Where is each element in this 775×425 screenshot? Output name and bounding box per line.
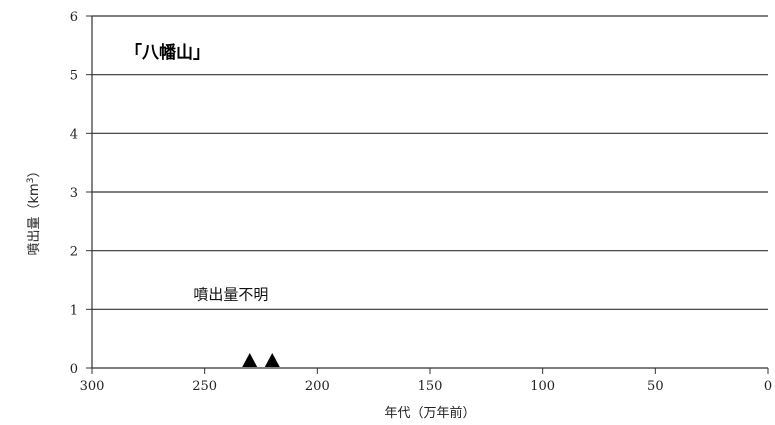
y-tick-label-3: 3	[70, 186, 78, 201]
grid-lines	[92, 15, 768, 310]
y-axis-title: 噴出量（km3）	[26, 165, 42, 256]
tick-labels: 0 1 2 3 4 5 6 300 250 200 150 100 50 0	[70, 10, 772, 394]
x-tick-label-200: 200	[305, 379, 330, 394]
annotation-unknown-volume: 噴出量不明	[193, 286, 268, 304]
y-tick-label-0: 0	[70, 362, 78, 377]
y-tick-label-5: 5	[70, 69, 78, 84]
x-tick-label-150: 150	[418, 379, 443, 394]
y-tick-label-4: 4	[70, 127, 78, 142]
y-tick-label-2: 2	[70, 245, 78, 260]
x-tick-label-250: 250	[192, 379, 217, 394]
data-point-1	[264, 353, 280, 367]
x-tick-label-0: 0	[764, 379, 772, 394]
x-tick-label-300: 300	[80, 379, 105, 394]
x-tick-label-100: 100	[530, 379, 555, 394]
chart-title: 「八幡山」	[125, 42, 210, 63]
y-tick-label-1: 1	[70, 303, 78, 318]
data-points	[242, 353, 280, 367]
y-axis-title-close: ）	[27, 165, 42, 178]
y-axis-title-main: 噴出量（km	[27, 183, 42, 255]
y-axis-title-superscript: 3	[26, 178, 36, 184]
y-tick-label-6: 6	[70, 10, 78, 25]
y-axis-title-group: 噴出量（km3）	[26, 165, 42, 256]
data-point-0	[242, 353, 258, 367]
x-axis-title: 年代（万年前）	[384, 405, 475, 421]
axes	[86, 15, 769, 374]
x-tick-label-50: 50	[647, 379, 664, 394]
